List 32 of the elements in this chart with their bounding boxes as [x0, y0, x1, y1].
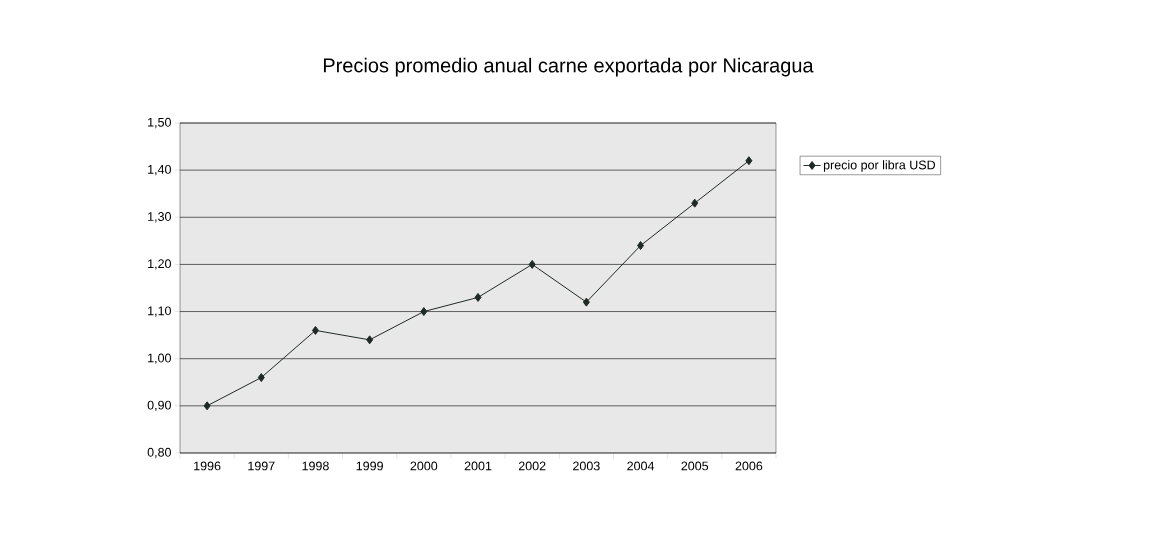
x-tick-label: 1998	[302, 461, 329, 471]
y-tick-label: 1,50	[148, 117, 171, 129]
y-tick-label: 0,80	[147, 447, 171, 459]
y-tick-label: 1,40	[148, 164, 171, 176]
point	[691, 198, 699, 208]
point	[528, 259, 536, 269]
chart-title: Precios promedio anual carne exportada por Nicaragua	[323, 57, 814, 77]
x-tick-label: 1996	[194, 461, 221, 471]
y-tick-label: 1,30	[148, 212, 171, 223]
y-tick-label: 1,00	[148, 353, 171, 364]
point	[203, 401, 211, 411]
x-tick-label: 2006	[735, 461, 763, 471]
x-tick-label: 2004	[627, 461, 655, 471]
point	[366, 335, 374, 345]
x-tick-label: 1999	[356, 461, 383, 471]
point	[637, 241, 645, 251]
x-tick-label: 2003	[573, 461, 600, 471]
x-tick-label: 2000	[410, 461, 438, 471]
x-tick-label: 2002	[518, 461, 546, 471]
point	[311, 325, 319, 335]
point	[745, 156, 753, 166]
point	[582, 297, 590, 307]
y-tick-label: 1,10	[148, 306, 171, 317]
x-tick-label: 2005	[681, 461, 709, 471]
y-tick-label: 0,90	[147, 400, 171, 412]
point	[474, 292, 482, 302]
point	[257, 373, 265, 383]
x-tick-label: 2001	[464, 461, 492, 471]
x-tick-label: 1997	[248, 461, 275, 471]
point	[420, 307, 428, 317]
y-tick-label: 1,20	[148, 259, 171, 270]
legend-label: precio por libra USD	[823, 160, 936, 172]
